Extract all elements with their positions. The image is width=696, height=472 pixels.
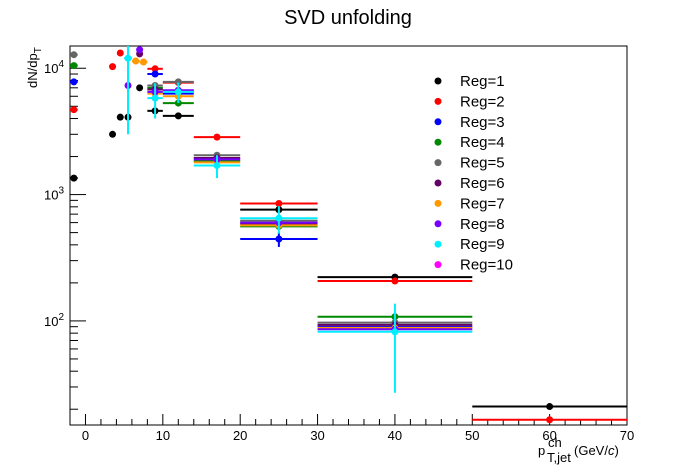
data-point [70,51,78,59]
x-axis-label-unit-open: (GeV/ [574,443,608,458]
plot-frame [69,45,628,426]
series-reg-5 [70,51,473,327]
y-tick-label: 104 [44,59,64,76]
data-point [391,277,399,285]
x-tick-label: 0 [82,428,89,443]
legend-entry: Reg=7 [460,195,505,212]
legend-entry: Reg=1 [460,73,505,90]
data-point [151,65,159,73]
x-tick-label: 20 [233,428,247,443]
x-tick-label: 10 [156,428,170,443]
legend-entry: Reg=2 [460,93,505,110]
legend-marker [434,118,442,126]
data-point [275,199,283,207]
legend-marker [434,159,442,167]
x-tick-label: 40 [388,428,402,443]
x-axis-label-unit-close: ) [614,443,618,458]
data-point [275,214,283,222]
data-point [139,58,147,66]
series-reg-1 [70,84,627,411]
legend-marker [434,97,442,105]
plot-area-border [69,45,628,426]
y-tick-label-base: 10 [44,61,58,76]
data-point [275,235,283,243]
data-point [116,49,124,57]
legend: Reg=1 Reg=2 Reg=3 Reg=4 Reg=5 Reg=6 Reg=7 Reg=8… [434,73,513,274]
data-point [174,112,182,120]
data-point [70,78,78,86]
data-point [174,78,182,86]
data-point [546,403,554,411]
data-point [70,106,78,114]
series-reg-2 [70,49,627,424]
x-tick-label: 70 [620,428,634,443]
data-point [391,328,399,336]
y-tick-label: 103 [44,186,64,203]
data-point [109,63,117,71]
data-point [70,62,78,70]
y-tick-label-exp: 3 [58,186,64,197]
data-point [109,130,117,138]
legend-marker [434,199,442,207]
x-axis-label-sup: ch [548,435,562,450]
data-series [70,46,627,424]
legend-marker [434,240,442,248]
legend-marker [434,77,442,85]
legend-marker [434,179,442,187]
data-point [213,161,221,169]
data-point [546,416,554,424]
x-axis-label-main: p [538,443,545,458]
y-axis-label-main: dN/dp [25,53,40,88]
legend-entry: Reg=10 [460,257,513,274]
data-point [213,133,221,141]
x-tick-label: 50 [465,428,479,443]
data-point [124,54,132,62]
legend-marker [434,220,442,228]
legend-entry: Reg=9 [460,236,505,253]
x-axis-label: p ch T,jet (GeV/c) [538,435,619,465]
chart-title: SVD unfolding [284,7,412,29]
legend-marker [434,261,442,269]
x-tick-label: 30 [310,428,324,443]
data-point [174,88,182,96]
legend-entry: Reg=4 [460,134,505,151]
data-point [151,70,159,78]
y-tick-label-base: 10 [44,314,58,329]
x-axis-label-unit: (GeV/c) [574,443,619,458]
y-axis-label: dN/dpT [25,47,44,88]
data-point [132,57,140,65]
data-point [136,46,144,54]
legend-entry: Reg=8 [460,216,505,233]
legend-entry: Reg=3 [460,114,505,131]
y-axis-label-sub: T [33,47,44,53]
legend-entry: Reg=6 [460,175,505,192]
data-point [70,174,78,182]
data-point [116,113,124,121]
legend-entry: Reg=5 [460,155,505,172]
y-tick-label-exp: 4 [58,59,64,70]
series-reg-9 [124,46,473,393]
x-axis-label-sub: T,jet [547,450,571,465]
legend-marker [434,138,442,146]
series-reg-3 [70,70,473,331]
x-axis-label-unit-italic: c [608,443,615,458]
data-point [151,94,159,102]
data-point [136,84,144,92]
x-tick-label: 60 [542,428,556,443]
y-tick-label: 102 [44,312,64,329]
y-tick-label-base: 10 [44,188,58,203]
y-tick-label-exp: 2 [58,312,64,323]
series-reg-7 [131,57,473,332]
